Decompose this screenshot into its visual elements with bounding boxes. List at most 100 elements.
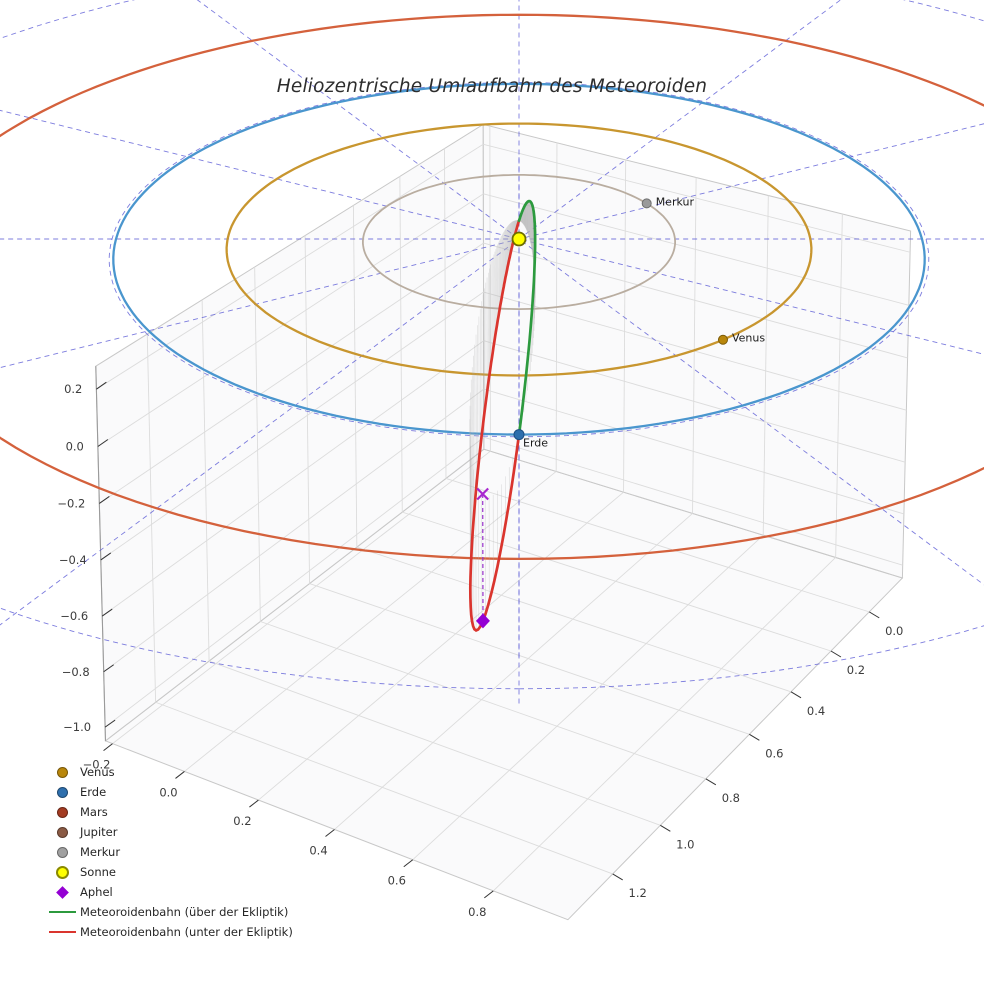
wall-grid-z-right	[483, 388, 905, 515]
z-tick-mark	[101, 608, 113, 617]
legend-dot-icon	[44, 766, 80, 778]
ecliptic-spoke	[0, 123, 984, 369]
wall-grid-z-left	[96, 143, 484, 390]
wall-grid-z-left	[101, 340, 484, 617]
wall-grid-z-left	[100, 291, 484, 561]
legend-dot-icon	[44, 786, 80, 798]
ecliptic-spoke	[0, 109, 984, 355]
legend-marker-shape	[56, 806, 68, 818]
legend-line-icon	[44, 910, 80, 914]
y-tick-label: 0.2	[847, 663, 865, 677]
legend-item-label: Meteoroidenbahn (unter der Ekliptik)	[80, 925, 293, 939]
floor-grid-x	[334, 513, 693, 830]
legend-item: Jupiter	[44, 822, 293, 842]
legend-item: Aphel	[44, 882, 293, 902]
wall-grid-x	[623, 159, 627, 493]
floor-grid-y	[155, 701, 613, 875]
y-tick-label: 1.2	[629, 886, 647, 900]
wall-grid-z-right	[483, 340, 906, 463]
floor-grid-y	[356, 546, 792, 693]
legend-item: Meteoroidenbahn (über der Ekliptik)	[44, 902, 293, 922]
legend-item-label: Aphel	[80, 885, 113, 899]
wall-grid-y	[254, 267, 261, 622]
legend-item: Sonne	[44, 862, 293, 882]
legend-item-label: Sonne	[80, 865, 116, 879]
ecliptic-spoke	[196, 0, 984, 586]
legend-marker-shape	[55, 885, 69, 899]
z-tick-label: −0.2	[57, 496, 85, 510]
wall-grid-x	[762, 195, 769, 536]
wall-grid-z-right	[483, 436, 903, 566]
legend-marker-shape	[56, 786, 68, 798]
x-tick-label: 0.8	[468, 905, 486, 919]
floor-grid-y	[260, 621, 706, 780]
wall-grid-z-right	[483, 193, 909, 306]
y-tick-label: 0.8	[722, 791, 740, 805]
wall-grid-y	[352, 205, 358, 548]
erde-label: Erde	[523, 437, 548, 450]
wall-grid-z-left	[103, 388, 485, 673]
ecliptic-spoke	[0, 0, 842, 626]
z-tick-mark	[100, 552, 112, 561]
sun-marker	[511, 231, 527, 247]
erde-marker	[513, 429, 525, 441]
legend-marker-shape	[48, 930, 76, 934]
x-tick-mark	[175, 771, 185, 779]
floor-grid-x	[184, 471, 557, 772]
floor-grid-y	[445, 478, 870, 613]
wall-grid-z-left	[97, 193, 484, 447]
z-tick-mark	[97, 439, 109, 447]
ecliptic-dashed-circle	[108, 82, 930, 438]
legend-dot-icon	[44, 806, 80, 818]
legend-item: Merkur	[44, 842, 293, 862]
erde-orbit	[112, 82, 926, 436]
z-tick-label: −0.8	[62, 665, 90, 679]
legend-item-label: Venus	[80, 765, 115, 779]
y-tick-mark	[749, 733, 760, 741]
y-tick-label: 1.0	[676, 837, 694, 851]
legend-marker-shape	[56, 766, 68, 778]
x-tick-mark	[403, 859, 414, 868]
z-tick-mark	[103, 664, 114, 673]
y-tick-mark	[790, 691, 802, 699]
floor-grid-y	[208, 660, 661, 826]
z-tick-label: 0.2	[64, 382, 82, 396]
y-tick-mark	[705, 778, 717, 786]
z-tick-mark	[104, 719, 116, 728]
legend-line-icon	[44, 930, 80, 934]
x-tick-mark	[103, 743, 113, 752]
wall-grid-z-right	[483, 143, 911, 253]
wall-grid-x	[835, 213, 843, 558]
z-tick-label: −1.0	[63, 720, 91, 734]
aphel-marker	[475, 613, 490, 629]
legend-item: Erde	[44, 782, 293, 802]
wall-grid-z-left	[104, 436, 485, 728]
legend-marker-shape	[48, 910, 76, 914]
x-tick-label: 0.4	[309, 843, 327, 857]
floor-grid-x	[258, 491, 624, 801]
x-tick-mark	[325, 829, 335, 837]
x-tick-mark	[484, 890, 494, 899]
wall-grid-x	[489, 126, 491, 452]
x-tick-mark	[249, 799, 259, 808]
floor-grid-x	[493, 557, 836, 892]
aphel-ground-x-marker	[476, 487, 489, 501]
meteoroid-orbit-above	[517, 199, 537, 437]
legend-marker-shape	[55, 865, 69, 879]
floor-grid-x	[112, 450, 491, 744]
legend-item: Venus	[44, 762, 293, 782]
y-tick-label: 0.4	[807, 704, 825, 718]
orbit-stem	[470, 392, 472, 563]
mars-orbit	[0, 13, 984, 561]
y-tick-mark	[612, 873, 623, 881]
legend-marker-shape	[56, 826, 68, 838]
y-tick-label: 0.6	[765, 746, 783, 760]
floor-grid-y	[309, 583, 750, 735]
x-tick-label: −0.2	[83, 758, 111, 772]
merkur-label: Merkur	[656, 195, 695, 208]
wall-grid-y	[399, 176, 403, 513]
x-tick-label: 0.0	[159, 785, 177, 799]
z-tick-label: 0.0	[66, 440, 84, 454]
wall-grid-z-right	[483, 242, 908, 359]
